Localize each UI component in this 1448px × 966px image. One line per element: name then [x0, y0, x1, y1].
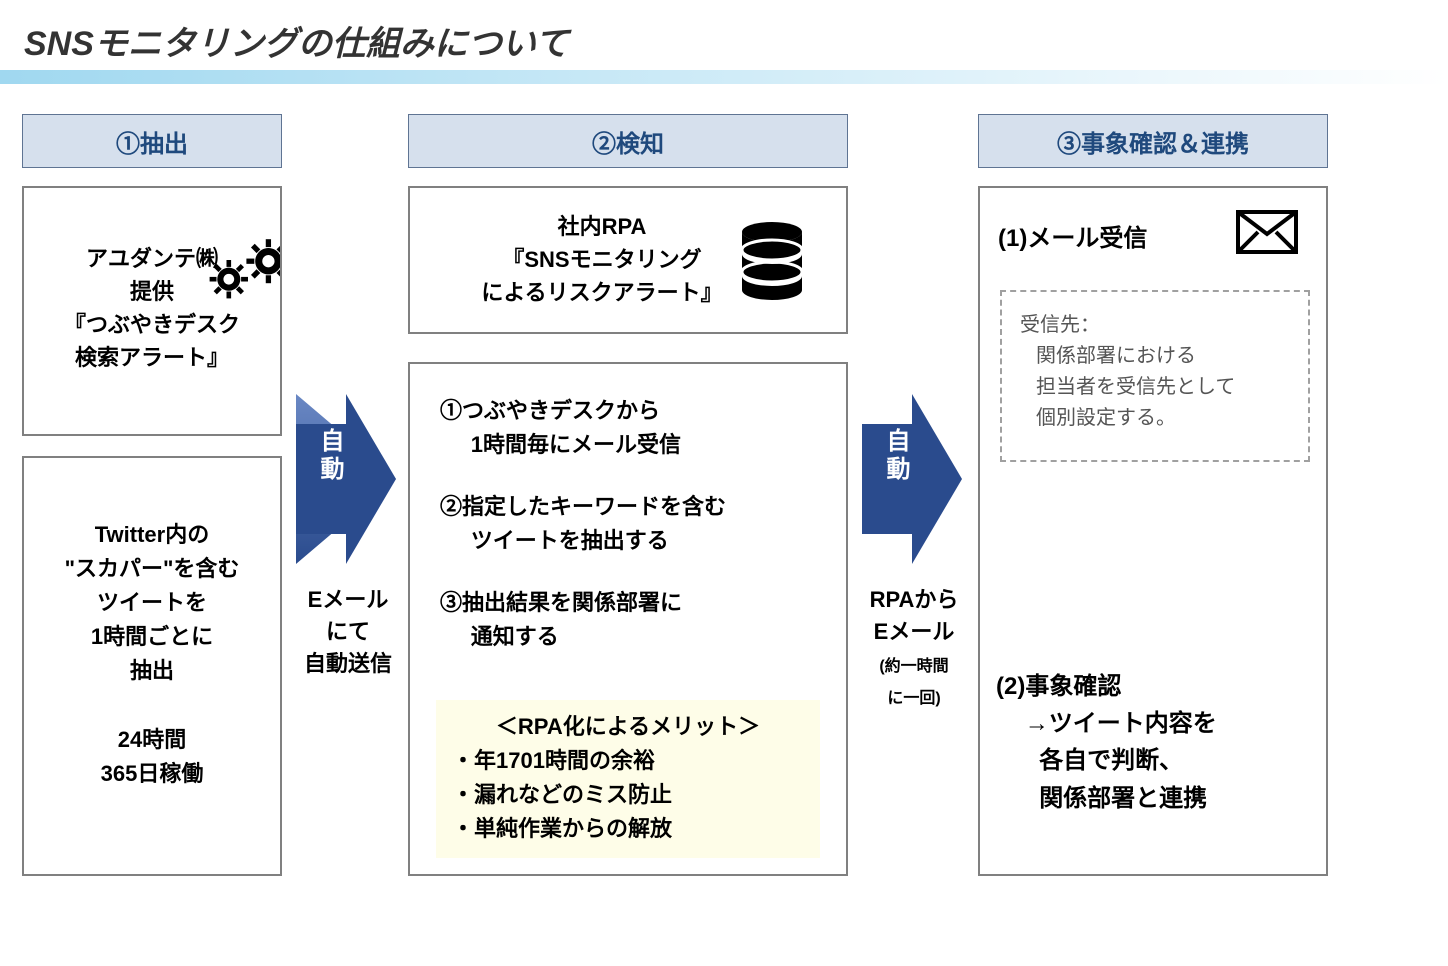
text-line: 各自で判断、 — [996, 742, 1217, 779]
merit-title: ＜RPA化によるメリット＞ — [452, 710, 804, 744]
step-item-2: ②指定したキーワードを含む ツイートを抽出する — [440, 490, 726, 558]
text-line: アユダンテ㈱ — [86, 246, 218, 271]
text-line: 『つぶやきデスク — [64, 312, 240, 337]
extract-twitter-text: Twitter内の "スカパー"を含む ツイートを 1時間ごとに 抽出 24時間… — [24, 518, 280, 791]
text-line: に一回) — [887, 690, 940, 707]
text-line: 通知する — [440, 620, 726, 654]
text-line: ①つぶやきデスクから — [440, 398, 660, 423]
text-line: 関係部署における — [1020, 341, 1196, 372]
merit-box: ＜RPA化によるメリット＞ ・年1701時間の余裕 ・漏れなどのミス防止 ・単純… — [436, 700, 820, 858]
text-line: "スカパー"を含む — [65, 556, 240, 581]
merit-bullet: ・単純作業からの解放 — [452, 812, 804, 846]
text-line: 抽出 — [130, 658, 174, 683]
box-detect-rpa: 社内RPA 『SNSモニタリング によるリスクアラート』 — [408, 186, 848, 334]
arrow-label-1: 自動 — [312, 428, 347, 484]
text-line: にて — [326, 619, 370, 644]
arrow-label-2: 自動 — [878, 428, 913, 484]
text-line: Eメール — [308, 587, 389, 612]
detect-steps-list: ①つぶやきデスクから 1時間毎にメール受信 ②指定したキーワードを含む ツイート… — [440, 394, 726, 683]
text-line: によるリスクアラート』 — [481, 280, 722, 305]
text-line: ②指定したキーワードを含む — [440, 494, 726, 519]
database-icon — [738, 222, 806, 300]
page-title: SNSモニタリングの仕組みについて — [24, 16, 569, 65]
gradient-bar — [0, 70, 1448, 84]
column-header-confirm: ③事象確認＆連携 — [978, 114, 1328, 168]
arrow-caption-1: Eメール にて 自動送信 — [290, 584, 406, 680]
text-line: ツイートを — [97, 590, 207, 615]
text-line: 1時間毎にメール受信 — [440, 428, 726, 462]
text-line: 自動送信 — [304, 651, 392, 676]
gear-icon — [200, 220, 280, 300]
text-line: Eメール — [874, 619, 955, 644]
dashed-recipient-box: 受信先： 関係部署における 担当者を受信先として 個別設定する。 — [1000, 290, 1310, 462]
text-line: ツイートを抽出する — [440, 524, 726, 558]
text-line: RPAから — [870, 587, 959, 612]
column-header-detect: ②検知 — [408, 114, 848, 168]
column-header-extract: ①抽出 — [22, 114, 282, 168]
text-line: (約一時間 — [879, 658, 948, 675]
confirm-mail-title: (1)メール受信 — [998, 218, 1147, 253]
merit-bullet: ・年1701時間の余裕 — [452, 744, 804, 778]
arrow-caption-2: RPAから Eメール (約一時間 に一回) — [856, 584, 972, 712]
text-line: 提供 — [130, 279, 174, 304]
step-item-3: ③抽出結果を関係部署に 通知する — [440, 586, 726, 654]
text-line: Twitter内の — [95, 522, 209, 547]
text-line: 担当者を受信先として — [1020, 372, 1235, 403]
text-line: 個別設定する。 — [1020, 403, 1176, 434]
box-extract-twitter: Twitter内の "スカパー"を含む ツイートを 1時間ごとに 抽出 24時間… — [22, 456, 282, 876]
text-line: 検索アラート』 — [75, 345, 229, 370]
text-line: 社内RPA — [558, 214, 647, 239]
mail-icon — [1236, 210, 1298, 254]
text-line: ③抽出結果を関係部署に — [440, 590, 682, 615]
text-line: 1時間ごとに — [91, 624, 213, 649]
text-line: (2)事象確認 — [996, 673, 1121, 700]
text-line: 『SNSモニタリング — [502, 247, 701, 272]
text-line: →ツイート内容を — [996, 705, 1217, 742]
detect-rpa-text: 社内RPA 『SNSモニタリング によるリスクアラート』 — [462, 210, 742, 309]
merit-bullet: ・漏れなどのミス防止 — [452, 778, 804, 812]
confirm-action-text: (2)事象確認 →ツイート内容を 各自で判断、 関係部署と連携 — [996, 668, 1217, 817]
step-item-1: ①つぶやきデスクから 1時間毎にメール受信 — [440, 394, 726, 462]
text-line: 関係部署と連携 — [996, 780, 1217, 817]
text-line: 24時間 — [118, 727, 186, 752]
text-line: 365日稼働 — [101, 761, 204, 786]
text-line: 受信先： — [1020, 314, 1100, 336]
